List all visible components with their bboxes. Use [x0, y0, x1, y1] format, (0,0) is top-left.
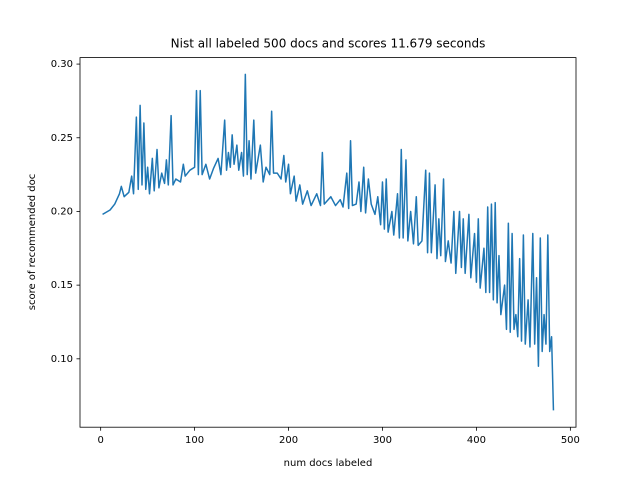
- y-axis-label: score of recommended doc: [27, 174, 38, 311]
- y-tick-label: 0.30: [51, 59, 73, 70]
- y-tick-label: 0.10: [51, 354, 73, 365]
- x-axis-label: num docs labeled: [284, 458, 373, 469]
- plot-frame: [79, 57, 577, 428]
- x-tick-label: 0: [97, 435, 103, 446]
- y-tick-label: 0.25: [51, 133, 73, 144]
- x-tick-label: 100: [185, 435, 204, 446]
- y-tick-label: 0.15: [51, 280, 73, 291]
- data-line: [102, 73, 555, 411]
- x-tick-label: 400: [467, 435, 486, 446]
- chart-title: Nist all labeled 500 docs and scores 11.…: [171, 37, 486, 51]
- x-tick-label: 500: [561, 435, 580, 446]
- x-tick-label: 300: [373, 435, 392, 446]
- x-tick-label: 200: [279, 435, 298, 446]
- y-tick-label: 0.20: [51, 206, 73, 217]
